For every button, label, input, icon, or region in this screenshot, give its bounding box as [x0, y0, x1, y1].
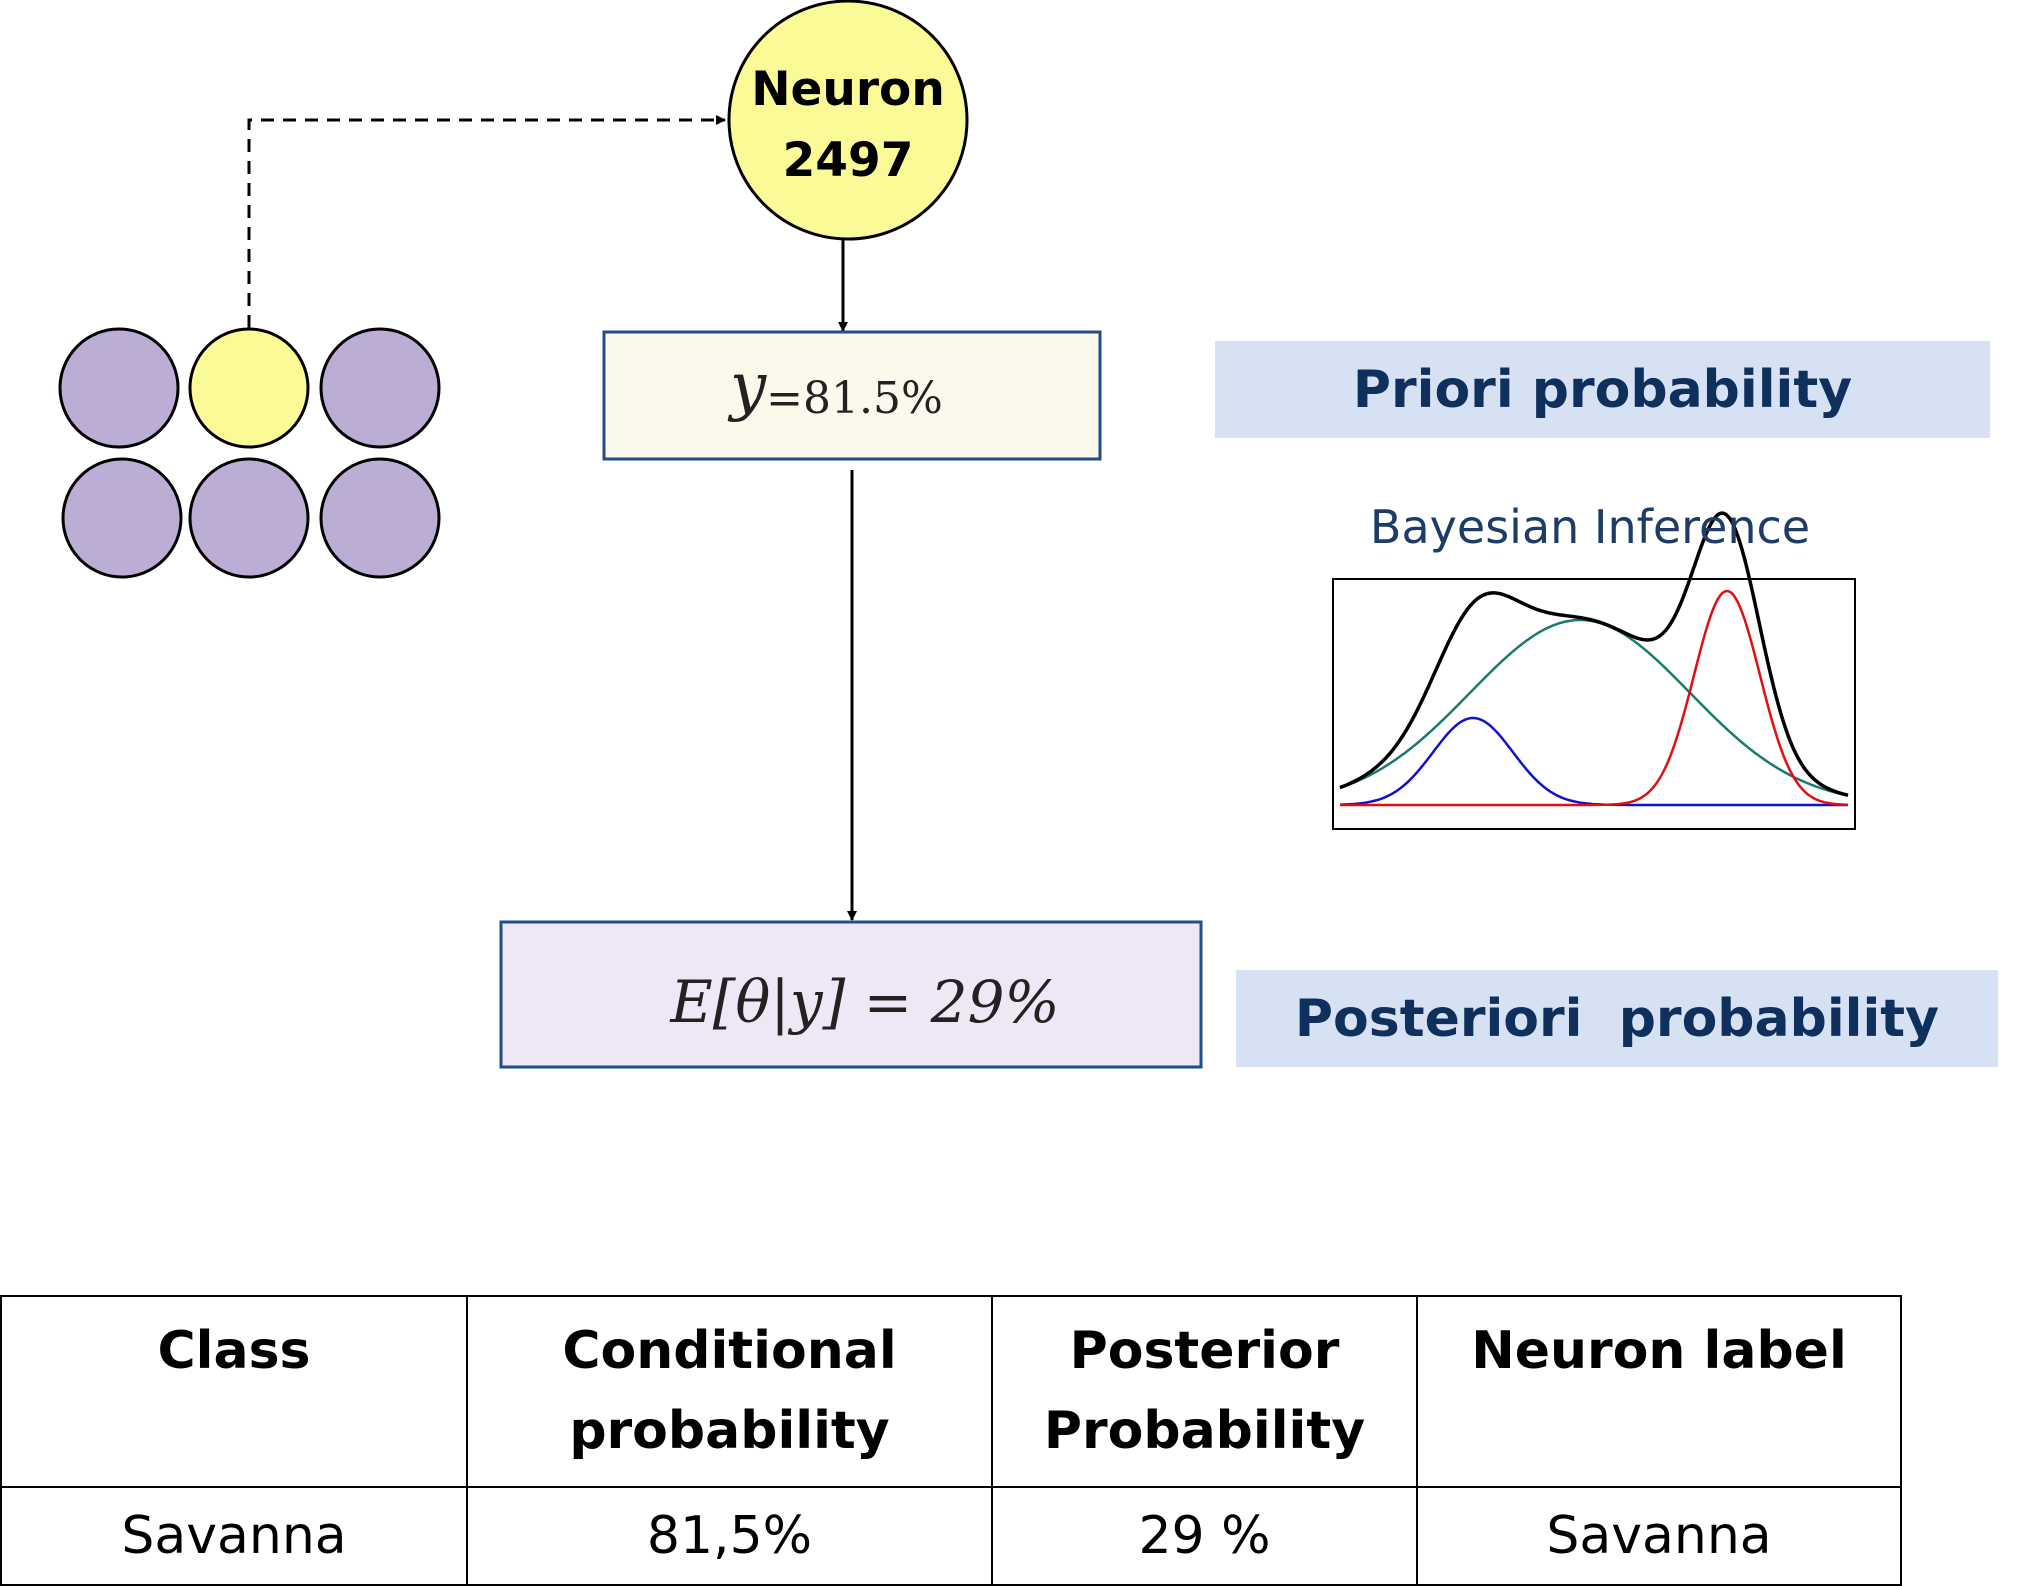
som-neuron	[319, 327, 441, 449]
curve-total-mixture	[1339, 511, 1849, 797]
prior-symbol: y	[727, 350, 767, 424]
header-class: Class	[0, 1295, 468, 1488]
som-neuron-winner	[188, 327, 310, 449]
header-posterior-probability: Posterior Probability	[991, 1295, 1418, 1488]
neuron-label-line1: Neuron	[751, 62, 945, 117]
som-neuron	[188, 457, 310, 579]
header-neuron-label: Neuron label	[1416, 1295, 1902, 1488]
cell-class: Savanna	[0, 1486, 468, 1586]
prior-box: y=81.5%	[602, 330, 1102, 461]
table-header-row: Class Conditional probability Posterior …	[0, 1295, 1902, 1488]
cell-conditional-probability: 81,5%	[466, 1486, 993, 1586]
som-neuron	[319, 457, 441, 579]
som-neuron	[61, 457, 183, 579]
neuron-node: Neuron 2497	[727, 0, 969, 241]
curve-red-component	[1340, 589, 1848, 807]
inference-title: Bayesian Inference	[1369, 500, 1811, 554]
posterior-expression: E[θ|y] = 29%	[669, 968, 1059, 1036]
priori-label: Priori probability	[1215, 341, 1990, 438]
neuron-label-line2: 2497	[783, 133, 914, 188]
header-conditional-probability: Conditional probability	[466, 1295, 993, 1488]
cell-posterior-probability: 29 %	[991, 1486, 1418, 1586]
dashed-connector	[247, 115, 726, 328]
result-table: Class Conditional probability Posterior …	[0, 1295, 1902, 1586]
prior-value: =81.5%	[766, 373, 943, 424]
posterior-box: E[θ|y] = 29%	[499, 920, 1203, 1069]
som-neuron	[58, 327, 180, 449]
posteriori-label: Posteriori probability	[1236, 970, 1998, 1067]
diagram: Neuron 2497 y=81.5% E[θ|y] = 29%	[58, 0, 1856, 1069]
cell-neuron-label: Savanna	[1416, 1486, 1902, 1586]
inference-chart	[1332, 511, 1856, 830]
som-grid	[58, 327, 441, 579]
svg-text:y=81.5%: y=81.5%	[727, 350, 943, 424]
table-row: Savanna 81,5% 29 % Savanna	[0, 1486, 1902, 1586]
